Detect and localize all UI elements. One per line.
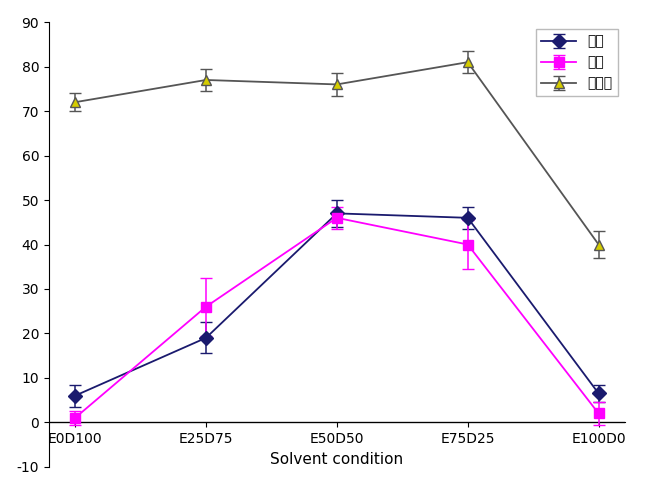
- X-axis label: Solvent condition: Solvent condition: [270, 452, 403, 466]
- Legend: 상엽, 상지, 상백피: 상엽, 상지, 상백피: [536, 29, 618, 96]
